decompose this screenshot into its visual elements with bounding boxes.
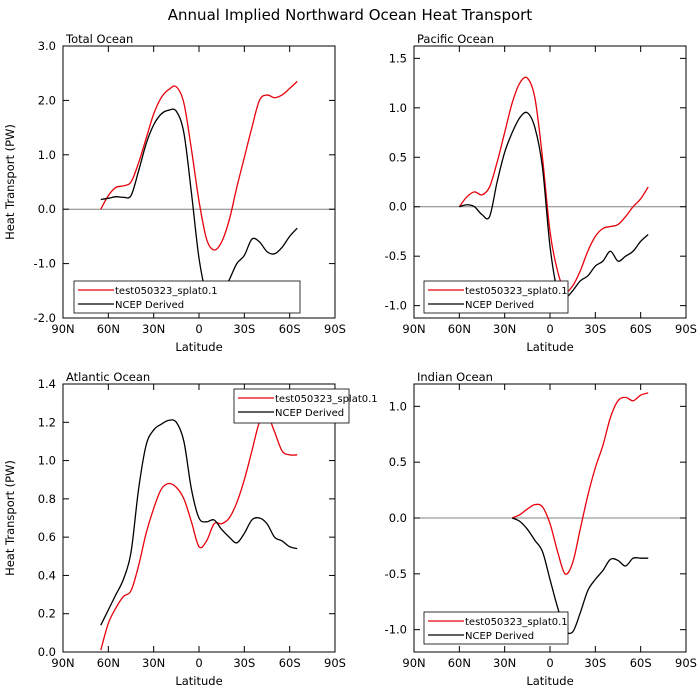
legend: test050323_splat0.1 NCEP Derived <box>73 280 301 314</box>
x-tick-label: 60N <box>97 656 120 670</box>
y-tick-label: 0.0 <box>389 511 407 525</box>
legend-box <box>73 280 301 314</box>
y-tick-label: 1.2 <box>38 415 56 429</box>
panel-2: Pacific Ocean 90N 60N 30N 0 30S 60S 90S -1.0 -0.5… <box>385 32 697 354</box>
plot-frame <box>413 45 687 319</box>
y-tick-label: 0.2 <box>38 607 56 621</box>
legend: test050323_splat0.1 NCEP Derived <box>423 280 569 314</box>
y-axis-label: Heat Transport (PW) <box>3 124 17 240</box>
panel-3: Atlantic Ocean 90N 60N 30N 0 30S 60S 90S 0.0 0.2 0… <box>3 370 378 688</box>
x-tick-label: 90S <box>675 656 697 670</box>
x-tick-label: 60N <box>448 656 471 670</box>
y-tick-label: -2.0 <box>34 311 56 325</box>
series-line-ncep <box>100 419 298 626</box>
legend-label: NCEP Derived <box>465 631 534 642</box>
panel-title: Total Ocean <box>65 32 133 46</box>
figure-title: Annual Implied Northward Ocean Heat Tran… <box>168 6 533 24</box>
series-line-model <box>458 76 649 293</box>
y-axis-label: Heat Transport (PW) <box>3 460 17 576</box>
series-line-model <box>511 392 649 575</box>
panel-title: Atlantic Ocean <box>66 370 150 384</box>
x-tick-label: 30N <box>493 656 516 670</box>
x-tick-label: 60S <box>630 322 652 336</box>
y-tick-label: 1.0 <box>389 101 407 115</box>
x-tick-label: 30S <box>584 656 606 670</box>
x-tick-label: 60S <box>630 656 652 670</box>
x-tick-label: 30S <box>233 322 255 336</box>
legend-label: test050323_splat0.1 <box>275 394 378 405</box>
y-tick-label: 1.0 <box>389 399 407 413</box>
series-line-ncep <box>459 111 649 299</box>
y-tick-label: -1.0 <box>385 623 407 637</box>
x-tick-label: 90S <box>324 656 346 670</box>
panel-title: Indian Ocean <box>417 370 493 384</box>
y-tick-label: 1.4 <box>38 377 56 391</box>
legend-box <box>423 611 569 645</box>
x-tick-label: 90N <box>402 322 425 336</box>
x-tick-label: 0 <box>195 322 202 336</box>
legend-label: NCEP Derived <box>275 408 344 419</box>
legend-label: test050323_splat0.1 <box>465 286 568 297</box>
y-tick-label: 2.0 <box>38 93 56 107</box>
x-axis-label: Latitude <box>526 674 573 688</box>
y-tick-label: 1.0 <box>38 454 56 468</box>
x-tick-label: 90N <box>402 656 425 670</box>
x-tick-label: 30N <box>493 322 516 336</box>
y-tick-label: 3.0 <box>38 39 56 53</box>
x-tick-label: 0 <box>546 656 553 670</box>
y-tick-label: 0.0 <box>38 645 56 659</box>
legend-box <box>233 388 350 424</box>
series-line-model <box>100 413 298 651</box>
y-tick-label: 0.5 <box>389 455 407 469</box>
x-tick-label: 0 <box>546 322 553 336</box>
x-axis-label: Latitude <box>526 340 573 354</box>
x-tick-label: 90S <box>675 322 697 336</box>
x-tick-label: 60S <box>279 322 301 336</box>
legend-label: test050323_splat0.1 <box>115 286 218 297</box>
y-tick-label: 1.0 <box>38 148 56 162</box>
x-tick-label: 0 <box>195 656 202 670</box>
x-tick-label: 30S <box>233 656 255 670</box>
y-tick-label: 0.4 <box>38 568 56 582</box>
legend-label: NCEP Derived <box>115 300 184 311</box>
legend-box <box>423 280 569 314</box>
legend-label: test050323_splat0.1 <box>465 617 568 628</box>
y-tick-label: 0.8 <box>38 492 56 506</box>
y-tick-label: 1.5 <box>389 51 407 65</box>
panel-title: Pacific Ocean <box>417 32 494 46</box>
x-axis-label: Latitude <box>175 340 222 354</box>
y-tick-label: -1.0 <box>385 299 407 313</box>
y-tick-label: 0.0 <box>389 200 407 214</box>
plot-frame <box>62 45 336 319</box>
x-tick-label: 60N <box>448 322 471 336</box>
y-tick-label: 0.5 <box>389 150 407 164</box>
x-tick-label: 30S <box>584 322 606 336</box>
series-line-model <box>100 80 298 251</box>
y-tick-label: 0.6 <box>38 530 56 544</box>
x-tick-label: 30N <box>142 656 165 670</box>
series-line-ncep <box>511 517 649 635</box>
y-tick-label: -0.5 <box>385 249 407 263</box>
x-tick-label: 90N <box>51 322 74 336</box>
series-line-ncep <box>100 108 298 300</box>
legend-label: NCEP Derived <box>465 300 534 311</box>
x-axis-label: Latitude <box>175 674 222 688</box>
x-tick-label: 90N <box>51 656 74 670</box>
y-tick-label: 0.0 <box>38 202 56 216</box>
panel-1: Total Ocean 90N 60N 30N 0 30S 60S 90S -2.0 -1.0 0.… <box>3 32 346 354</box>
y-tick-label: -0.5 <box>385 567 407 581</box>
legend: test050323_splat0.1 NCEP Derived <box>423 611 569 645</box>
x-tick-label: 60S <box>279 656 301 670</box>
x-tick-label: 30N <box>142 322 165 336</box>
legend: test050323_splat0.1 NCEP Derived <box>233 388 378 424</box>
x-tick-label: 60N <box>97 322 120 336</box>
y-tick-label: -1.0 <box>34 257 56 271</box>
panel-4: Indian Ocean 90N 60N 30N 0 30S 60S 90S -1.0 -0.5 0… <box>385 370 697 688</box>
x-tick-label: 90S <box>324 322 346 336</box>
